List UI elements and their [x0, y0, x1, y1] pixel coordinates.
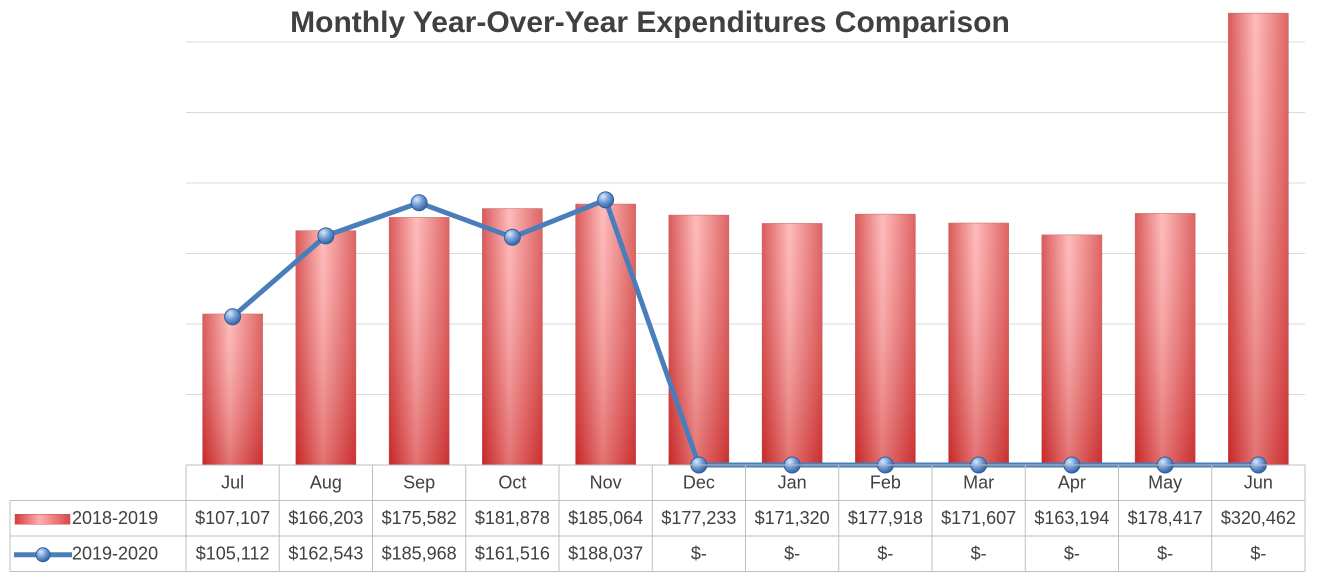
data-label: $161,516	[475, 544, 550, 564]
x-tick-label: Jan	[778, 473, 807, 493]
x-tick-label: Mar	[963, 473, 994, 493]
data-label: $-	[691, 544, 707, 564]
line	[230, 197, 1259, 468]
x-tick-label: May	[1148, 473, 1182, 493]
data-label: $162,543	[288, 544, 363, 564]
data-label: $181,878	[475, 508, 550, 528]
data-label: $185,968	[382, 544, 457, 564]
bar-shade	[668, 215, 729, 465]
bar-shade	[389, 217, 450, 465]
marker	[317, 227, 335, 245]
data-label: $171,607	[941, 508, 1016, 528]
data-label: $-	[1157, 544, 1173, 564]
bar-shade	[762, 223, 823, 465]
chart-title: Monthly Year-Over-Year Expenditures Comp…	[290, 6, 1010, 39]
data-label: $-	[1250, 544, 1266, 564]
data-label: $177,233	[661, 508, 736, 528]
bar-shade	[482, 208, 543, 466]
bar-shade	[1228, 13, 1289, 465]
x-tick-label: Dec	[683, 473, 715, 493]
bar-shade	[1041, 234, 1102, 465]
bar-shade	[202, 313, 263, 465]
legend-swatch	[14, 514, 71, 525]
data-label: $-	[784, 544, 800, 564]
x-tick-label: Feb	[870, 473, 901, 493]
data-label: $107,107	[195, 508, 270, 528]
data-label: $105,112	[196, 544, 270, 564]
data-label: $177,918	[848, 508, 923, 528]
marker	[224, 308, 242, 326]
data-label: $-	[877, 544, 893, 564]
data-label: $320,462	[1221, 508, 1296, 528]
marker	[503, 228, 521, 246]
x-tick-label: Apr	[1058, 473, 1086, 493]
legend-label: 2018-2019	[72, 508, 158, 528]
x-tick-label: Oct	[498, 473, 526, 493]
data-label: $171,320	[755, 508, 830, 528]
data-label: $-	[1064, 544, 1080, 564]
bar-shade	[575, 204, 636, 465]
data-label: $188,037	[568, 544, 643, 564]
data-label: $185,064	[568, 508, 643, 528]
x-tick-label: Nov	[590, 473, 622, 493]
bar-shade	[1135, 213, 1196, 465]
x-tick-label: Aug	[310, 473, 342, 493]
legend-swatch	[35, 547, 51, 563]
marker	[597, 191, 615, 209]
bar-shade	[855, 214, 916, 465]
data-label: $-	[971, 544, 987, 564]
data-label: $166,203	[288, 508, 363, 528]
x-tick-label: Jun	[1244, 473, 1273, 493]
marker	[410, 194, 428, 212]
bar-shade	[948, 223, 1009, 465]
bar-shade	[295, 230, 356, 465]
x-tick-label: Jul	[221, 473, 244, 493]
data-label: $175,582	[382, 508, 457, 528]
x-tick-label: Sep	[403, 473, 435, 493]
data-label: $163,194	[1034, 508, 1109, 528]
data-label: $178,417	[1128, 508, 1203, 528]
legend-label: 2019-2020	[72, 544, 158, 564]
